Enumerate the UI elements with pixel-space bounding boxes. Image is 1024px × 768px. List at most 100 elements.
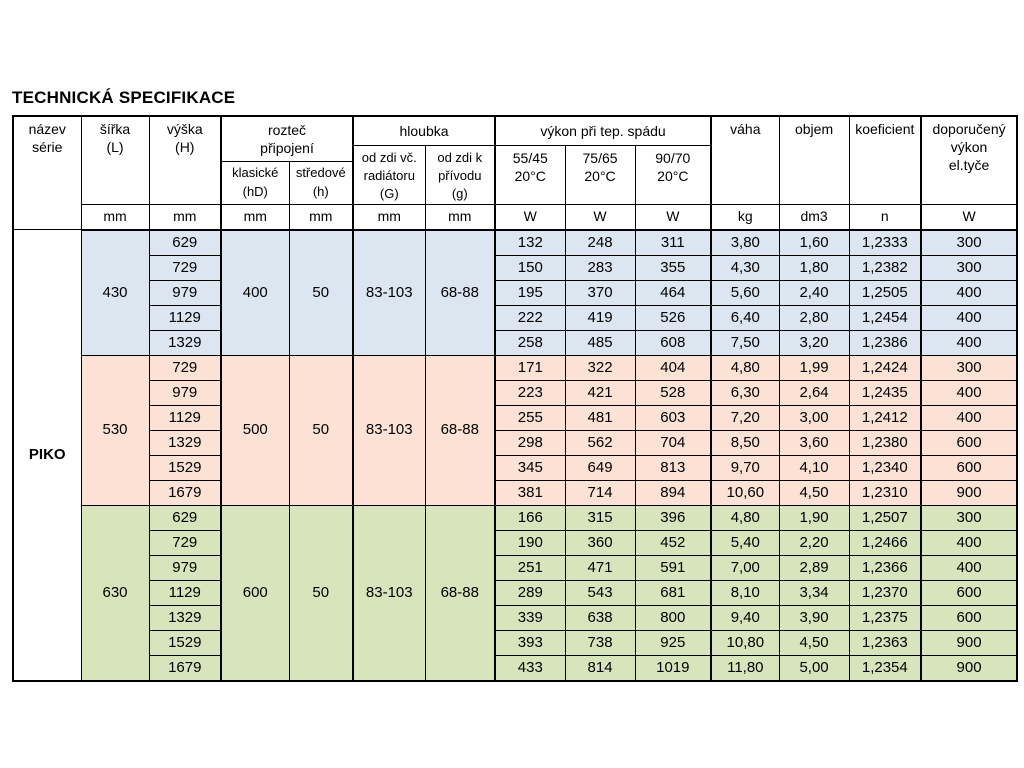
table-row: 1129 289 543 681 8,10 3,34 1,2370 600 bbox=[13, 579, 1018, 606]
power-7565-cell: 485 bbox=[564, 329, 636, 356]
volume-cell: 3,60 bbox=[778, 429, 850, 456]
volume-cell: 4,50 bbox=[778, 479, 850, 506]
height-cell: 729 bbox=[148, 354, 222, 381]
power-5545-cell: 190 bbox=[494, 529, 566, 556]
unit-recommended-power: W bbox=[920, 203, 1018, 231]
height-cell: 629 bbox=[148, 229, 222, 256]
coefficient-cell: 1,2333 bbox=[848, 229, 922, 256]
power-7565-cell: 248 bbox=[564, 229, 636, 256]
coefficient-cell: 1,2380 bbox=[848, 429, 922, 456]
volume-cell: 2,40 bbox=[778, 279, 850, 306]
height-cell: 1129 bbox=[148, 579, 222, 606]
table-row: 729 150 283 355 4,30 1,80 1,2382 300 bbox=[13, 254, 1018, 281]
unit-weight: kg bbox=[710, 203, 780, 231]
power-9070-cell: 894 bbox=[634, 479, 712, 506]
power-7565-cell: 481 bbox=[564, 404, 636, 431]
power-7565-cell: 638 bbox=[564, 604, 636, 631]
power-7565-cell: 419 bbox=[564, 304, 636, 331]
table-row: 729 190 360 452 5,40 2,20 1,2466 400 bbox=[13, 529, 1018, 556]
height-cell: 729 bbox=[148, 254, 222, 281]
volume-cell: 3,20 bbox=[778, 329, 850, 356]
power-7565-cell: 421 bbox=[564, 379, 636, 406]
power-9070-cell: 464 bbox=[634, 279, 712, 306]
header-row-groups: název série šířka (L) výška (H) rozteč p… bbox=[12, 115, 1018, 231]
header-power-group: výkon při tep. spádu bbox=[494, 115, 712, 146]
volume-cell: 1,60 bbox=[778, 229, 850, 256]
recommended-power-cell: 400 bbox=[920, 554, 1018, 581]
header-series-name: název série bbox=[12, 115, 82, 231]
recommended-power-cell: 600 bbox=[920, 429, 1018, 456]
recommended-power-cell: 400 bbox=[920, 329, 1018, 356]
height-cell: 1679 bbox=[148, 654, 222, 682]
series-name-cell: PIKO bbox=[12, 229, 82, 682]
weight-cell: 6,40 bbox=[710, 304, 780, 331]
table-row: 1329 339 638 800 9,40 3,90 1,2375 600 bbox=[13, 604, 1018, 631]
recommended-power-cell: 400 bbox=[920, 304, 1018, 331]
depth-from-wall-cell: 83-103 bbox=[352, 504, 426, 682]
power-7565-cell: 814 bbox=[564, 654, 636, 682]
height-cell: 629 bbox=[148, 504, 222, 531]
spec-table: název série šířka (L) výška (H) rozteč p… bbox=[12, 115, 1019, 682]
recommended-power-cell: 600 bbox=[920, 454, 1018, 481]
header-recommended-power: doporučený výkon el.tyče bbox=[920, 115, 1018, 205]
depth-to-supply-cell: 68-88 bbox=[424, 229, 496, 356]
power-9070-cell: 1019 bbox=[634, 654, 712, 682]
power-9070-cell: 800 bbox=[634, 604, 712, 631]
header-depth-group: hloubka bbox=[352, 115, 496, 146]
weight-cell: 10,80 bbox=[710, 629, 780, 656]
unit-volume: dm3 bbox=[778, 203, 850, 231]
width-cell: 430 bbox=[80, 229, 150, 356]
unit-power-7565: W bbox=[564, 203, 636, 231]
power-7565-cell: 738 bbox=[564, 629, 636, 656]
volume-cell: 3,00 bbox=[778, 404, 850, 431]
power-7565-cell: 471 bbox=[564, 554, 636, 581]
volume-cell: 2,89 bbox=[778, 554, 850, 581]
recommended-power-cell: 300 bbox=[920, 254, 1018, 281]
power-5545-cell: 298 bbox=[494, 429, 566, 456]
weight-cell: 7,50 bbox=[710, 329, 780, 356]
volume-cell: 2,80 bbox=[778, 304, 850, 331]
recommended-power-cell: 400 bbox=[920, 529, 1018, 556]
table-row: 979 251 471 591 7,00 2,89 1,2366 400 bbox=[13, 554, 1018, 581]
table-header: název série šířka (L) výška (H) rozteč p… bbox=[12, 115, 1018, 231]
unit-width: mm bbox=[80, 203, 150, 231]
power-7565-cell: 714 bbox=[564, 479, 636, 506]
power-9070-cell: 311 bbox=[634, 229, 712, 256]
page-title: TECHNICKÁ SPECIFIKACE bbox=[12, 88, 236, 107]
weight-cell: 7,00 bbox=[710, 554, 780, 581]
coefficient-cell: 1,2507 bbox=[848, 504, 922, 531]
power-7565-cell: 315 bbox=[564, 504, 636, 531]
power-9070-cell: 681 bbox=[634, 579, 712, 606]
unit-power-5545: W bbox=[494, 203, 566, 231]
width-cell: 630 bbox=[80, 504, 150, 682]
volume-cell: 1,90 bbox=[778, 504, 850, 531]
header-gradient-5545: 55/45 20°C bbox=[494, 145, 566, 205]
power-7565-cell: 649 bbox=[564, 454, 636, 481]
table-row: 1679 381 714 894 10,60 4,50 1,2310 900 bbox=[13, 479, 1018, 506]
pitch-central-cell: 50 bbox=[288, 504, 354, 682]
volume-cell: 2,20 bbox=[778, 529, 850, 556]
recommended-power-cell: 900 bbox=[920, 629, 1018, 656]
volume-cell: 2,64 bbox=[778, 379, 850, 406]
coefficient-cell: 1,2505 bbox=[848, 279, 922, 306]
header-depth-to-supply: od zdi k přívodu (g) bbox=[424, 145, 496, 205]
header-gradient-7565: 75/65 20°C bbox=[564, 145, 636, 205]
recommended-power-cell: 600 bbox=[920, 604, 1018, 631]
depth-to-supply-cell: 68-88 bbox=[424, 504, 496, 682]
recommended-power-cell: 400 bbox=[920, 379, 1018, 406]
coefficient-cell: 1,2310 bbox=[848, 479, 922, 506]
power-9070-cell: 396 bbox=[634, 504, 712, 531]
power-7565-cell: 562 bbox=[564, 429, 636, 456]
coefficient-cell: 1,2363 bbox=[848, 629, 922, 656]
coefficient-cell: 1,2370 bbox=[848, 579, 922, 606]
coefficient-cell: 1,2366 bbox=[848, 554, 922, 581]
power-5545-cell: 251 bbox=[494, 554, 566, 581]
volume-cell: 5,00 bbox=[778, 654, 850, 682]
table-row: 1529 345 649 813 9,70 4,10 1,2340 600 bbox=[13, 454, 1018, 481]
power-9070-cell: 355 bbox=[634, 254, 712, 281]
header-width: šířka (L) bbox=[80, 115, 150, 205]
table-row: 530 729 500 50 83-103 68-88 171 322 404 4,80 1,99 1… bbox=[13, 354, 1018, 506]
header-coefficient: koeficient bbox=[848, 115, 922, 205]
power-5545-cell: 339 bbox=[494, 604, 566, 631]
weight-cell: 4,30 bbox=[710, 254, 780, 281]
